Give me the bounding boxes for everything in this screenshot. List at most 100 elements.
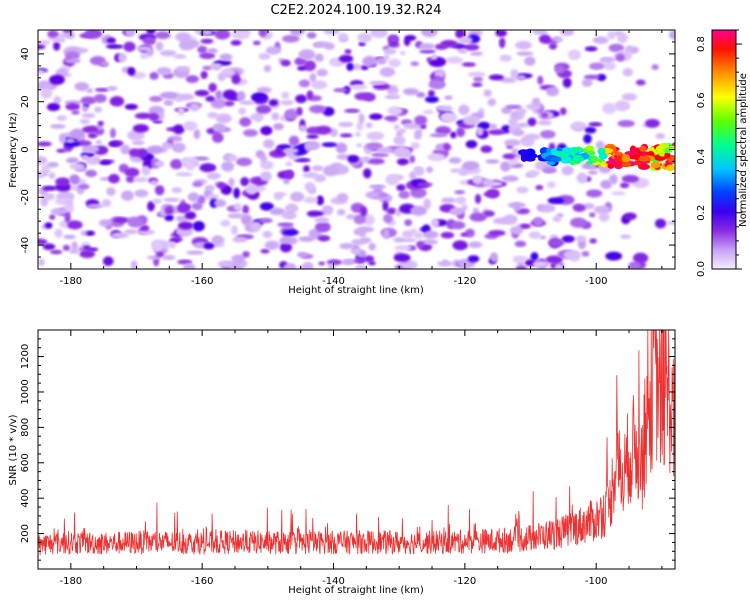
- heatmap-cell: [329, 128, 338, 137]
- heatmap-cell: [162, 143, 173, 149]
- heatmap-cell: [385, 174, 400, 186]
- heatmap-cell: [71, 241, 78, 251]
- heatmap-cell: [426, 166, 433, 174]
- heatmap-cell: [136, 45, 152, 52]
- heatmap-cell: [206, 172, 221, 180]
- heatmap-cell: [500, 161, 511, 172]
- heatmap-cell: [258, 53, 271, 60]
- heatmap-cell: [298, 79, 311, 88]
- heatmap-cell: [302, 172, 319, 179]
- heatmap-cell: [356, 143, 363, 148]
- heatmap-cell: [235, 91, 246, 102]
- heatmap-cell: [231, 225, 238, 236]
- heatmap-cell: [269, 207, 286, 216]
- heatmap-cell: [263, 139, 275, 149]
- heatmap-cell: [216, 182, 227, 189]
- heatmap-cell: [474, 193, 482, 204]
- heatmap-cell: [260, 248, 270, 254]
- heatmap-cell: [159, 49, 177, 57]
- heatmap-cell: [487, 129, 506, 136]
- heatmap-cell: [344, 48, 352, 55]
- heatmap-cell: [421, 30, 438, 37]
- heatmap-cell: [163, 197, 181, 203]
- heatmap-cell: [221, 161, 235, 172]
- heatmap-cell: [575, 235, 587, 243]
- heatmap-panel: -180 -160 -140 -120 -100 -40 -20 0 20 40 Height …: [8, 29, 676, 296]
- heatmap-cell: [617, 119, 635, 128]
- heatmap-cell: [382, 228, 390, 240]
- heatmap-cell: [106, 37, 116, 44]
- heatmap-cell: [542, 167, 557, 174]
- x-tick-label: -160: [191, 276, 214, 287]
- heatmap-cell: [321, 205, 334, 216]
- y-tick-label: 400: [20, 489, 31, 508]
- heatmap-signal-cell: [624, 150, 637, 156]
- heatmap-signal-cell: [638, 163, 650, 170]
- heatmap-cell: [84, 30, 103, 39]
- heatmap-cell: [164, 214, 174, 222]
- heatmap-cell: [176, 66, 191, 72]
- heatmap-cell: [81, 112, 96, 119]
- heatmap-cell: [236, 157, 253, 167]
- heatmap-cell: [654, 218, 667, 229]
- heatmap-cell: [353, 63, 362, 71]
- y-tick-label: 600: [20, 453, 31, 472]
- heatmap-cell: [202, 65, 213, 71]
- heatmap-cell: [268, 99, 278, 106]
- heatmap-cell: [326, 259, 342, 266]
- heatmap-cell: [211, 63, 223, 68]
- heatmap-cell: [537, 75, 544, 85]
- heatmap-cell: [454, 190, 466, 195]
- heatmap-cell: [437, 260, 453, 267]
- heatmap-cell: [38, 69, 46, 75]
- heatmap-cell: [472, 175, 483, 185]
- heatmap-cell: [410, 142, 420, 150]
- heatmap-cell: [561, 235, 575, 243]
- heatmap-cell: [572, 203, 586, 212]
- heatmap-cell: [151, 240, 163, 252]
- heatmap-signal-cell: [550, 156, 562, 163]
- heatmap-cell: [120, 144, 131, 155]
- heatmap-cell: [602, 102, 617, 114]
- heatmap-cell: [207, 48, 218, 54]
- heatmap-cell: [141, 165, 151, 176]
- heatmap-cell: [172, 124, 185, 135]
- heatmap-cell: [228, 177, 235, 187]
- heatmap-cell: [127, 129, 145, 141]
- heatmap-cell: [403, 88, 419, 96]
- heatmap-cell: [285, 203, 299, 214]
- heatmap-cell: [296, 107, 303, 116]
- heatmap-cell: [262, 230, 273, 239]
- heatmap-cell: [446, 56, 464, 64]
- heatmap-cell: [423, 230, 439, 239]
- heatmap-cell: [214, 30, 231, 40]
- heatmap-cell: [468, 241, 483, 249]
- heatmap-signal-cell: [655, 145, 667, 152]
- heatmap-cell: [456, 127, 466, 138]
- heatmap-cell: [360, 156, 370, 162]
- heatmap-cell: [212, 132, 224, 143]
- heatmap-signal-cell: [518, 149, 530, 156]
- heatmap-cell: [632, 252, 649, 264]
- heatmap-signal-cell: [600, 161, 608, 168]
- heatmap-cell: [101, 199, 112, 208]
- heatmap-cell: [281, 91, 290, 99]
- heatmap-cell: [288, 135, 300, 147]
- heatmap-cell: [377, 193, 388, 198]
- heatmap-cell: [615, 53, 625, 62]
- heatmap-cell: [528, 231, 541, 239]
- heatmap-cell: [611, 191, 626, 196]
- heatmap-cell: [132, 124, 149, 133]
- heatmap-cell: [277, 222, 294, 227]
- y-tick-label: 20: [20, 95, 31, 108]
- heatmap-cell: [483, 191, 498, 197]
- x-tick-label: -180: [59, 576, 82, 587]
- heatmap-cell: [523, 133, 541, 141]
- heatmap-cell: [365, 190, 384, 199]
- heatmap-cell: [620, 234, 632, 239]
- heatmap-cell: [281, 34, 300, 43]
- heatmap-cell: [133, 177, 149, 183]
- heatmap-signal-cell: [664, 152, 671, 159]
- heatmap-cell: [46, 161, 59, 168]
- heatmap-cell: [306, 32, 317, 39]
